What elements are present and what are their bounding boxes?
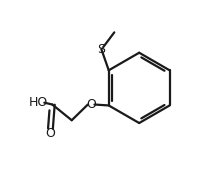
Text: O: O	[86, 98, 96, 111]
Text: HO: HO	[29, 96, 48, 109]
Text: O: O	[46, 127, 55, 140]
Text: S: S	[97, 43, 105, 56]
